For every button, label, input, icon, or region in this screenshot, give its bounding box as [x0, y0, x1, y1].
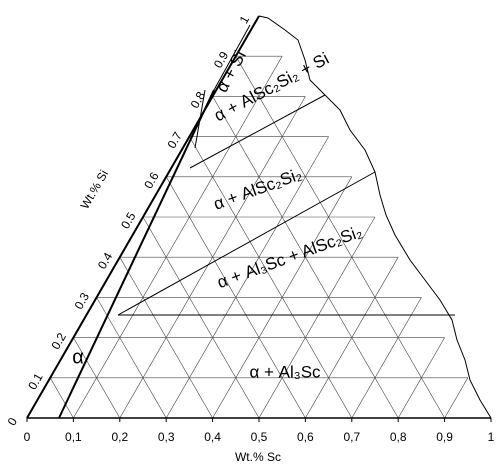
grid-line [165, 176, 306, 418]
region-label: α + AlSc₂Si₂ [211, 164, 304, 213]
sc-tick-label: 0,2 [111, 430, 128, 444]
grid-line [73, 56, 283, 418]
liquidus-boundary [258, 15, 492, 419]
sc-tick-label: 0,6 [297, 430, 314, 444]
grid-line [212, 96, 399, 418]
sc-tick-label: 0,3 [158, 430, 175, 444]
sc-tick-label: 0,5 [251, 430, 268, 444]
grid-line [258, 216, 376, 418]
grid-line [351, 297, 422, 418]
sc-tick-label: 0,9 [436, 430, 453, 444]
sc-tick-label: 0 [24, 430, 31, 444]
si-axis [26, 15, 260, 419]
phase-line [117, 171, 376, 316]
si-tick-label: 0 [5, 415, 21, 428]
phase-line [189, 94, 326, 169]
si-axis-title: Wt.% Si [78, 168, 111, 212]
si-tick-label: 1 [237, 13, 253, 26]
grid-line [142, 216, 260, 418]
grid-line [444, 377, 469, 418]
region-label: α + Al₃Sc [249, 362, 321, 381]
sc-axis-title: Wt.% Sc [235, 450, 281, 464]
grid-line [119, 257, 213, 418]
grid-line [189, 136, 353, 418]
sc-tick-label: 0,1 [65, 430, 82, 444]
grid-line [49, 377, 74, 418]
region-label: α [72, 346, 84, 368]
grid-line [235, 56, 445, 418]
sc-tick-label: 0,4 [204, 430, 221, 444]
grid-line [73, 337, 121, 418]
phase-line [213, 24, 251, 91]
sc-tick-label: 0,8 [390, 430, 407, 444]
grid-line [96, 297, 167, 418]
sc-tick-label: 1 [488, 430, 495, 444]
grid-line [165, 136, 329, 418]
alpha-boundary [58, 89, 215, 419]
phase-line [194, 89, 206, 149]
sc-tick-label: 0,7 [343, 430, 360, 444]
grid [49, 55, 469, 418]
